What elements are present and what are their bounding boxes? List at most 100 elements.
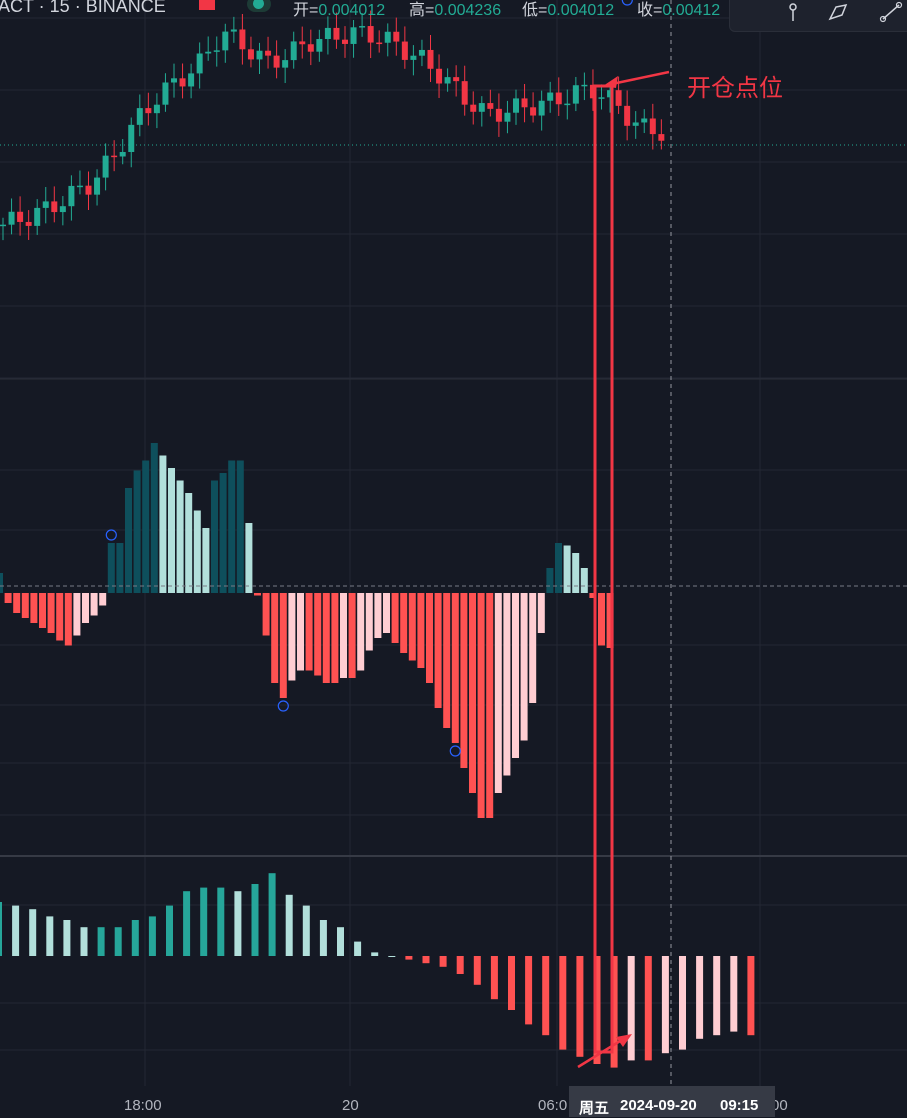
oscillator-bar	[354, 941, 362, 956]
macd-bar	[116, 543, 124, 593]
oscillator-histogram[interactable]	[0, 873, 755, 1068]
macd-bar	[4, 593, 12, 603]
oscillator-bar	[0, 902, 2, 956]
oscillator-bar	[610, 956, 618, 1068]
pin-icon[interactable]	[780, 0, 806, 23]
candle-body	[401, 41, 408, 60]
brush-icon[interactable]	[826, 0, 852, 23]
candle-body	[145, 108, 152, 114]
candle-body	[453, 77, 460, 82]
macd-bar	[331, 593, 339, 683]
macd-bar	[262, 593, 270, 636]
candle-body	[359, 26, 366, 28]
candle-body	[265, 50, 272, 56]
oscillator-bar	[388, 956, 396, 957]
candle-body	[205, 51, 212, 54]
oscillator-bar	[627, 956, 635, 1061]
ohlc-open: 开=0.004012	[293, 2, 386, 19]
oscillator-bar	[679, 956, 686, 1050]
macd-bar	[555, 543, 562, 593]
oscillator-bar	[80, 927, 88, 956]
oscillator-bar	[439, 956, 447, 967]
candle-body	[470, 104, 477, 112]
x-tick-label: 18:00	[124, 1097, 162, 1114]
candle-body	[564, 103, 571, 106]
oscillator-bar	[661, 956, 669, 1054]
symbol-title[interactable]: ACT · 15 · BINANCE	[0, 0, 166, 16]
oscillator-bar	[166, 905, 173, 956]
macd-bar	[365, 593, 373, 651]
candle-body	[624, 105, 631, 126]
macd-bar	[322, 593, 330, 683]
macd-bar	[520, 593, 528, 741]
macd-bar	[159, 455, 167, 593]
oscillator-bar	[696, 956, 704, 1039]
macd-bar	[56, 593, 64, 641]
macd-bar	[340, 593, 347, 678]
annotation-arrow-bottom	[577, 1034, 632, 1069]
candle-body	[85, 185, 92, 195]
oscillator-bar	[456, 956, 464, 974]
candle-body	[299, 41, 306, 45]
macd-bar	[279, 593, 287, 698]
macd-bar	[598, 593, 605, 646]
candle-body	[513, 98, 519, 113]
candle-body	[256, 50, 263, 60]
candle-body	[538, 100, 545, 116]
oscillator-bar	[268, 873, 276, 956]
macd-bar	[150, 443, 158, 593]
macd-bar	[443, 593, 451, 728]
candle-body	[0, 224, 6, 227]
oscillator-bar	[542, 956, 550, 1036]
trend-line-icon[interactable]	[878, 0, 904, 23]
candle-body	[222, 31, 229, 51]
flag-icon[interactable]	[199, 0, 215, 10]
signal-marker	[277, 700, 289, 712]
candle-body	[333, 27, 340, 40]
macd-bar	[0, 573, 3, 593]
signal-marker	[621, 0, 633, 6]
macd-histogram[interactable]	[0, 0, 633, 818]
candle-body	[171, 78, 177, 83]
candle-body	[102, 155, 109, 178]
macd-bar	[314, 593, 322, 676]
highlight-box	[593, 84, 614, 1054]
macd-bar	[417, 593, 425, 668]
candle-body	[34, 207, 41, 226]
oscillator-bar	[234, 891, 242, 956]
candle-body	[547, 92, 554, 101]
macd-bar	[503, 593, 511, 776]
macd-bar	[512, 593, 519, 758]
oscillator-bar	[200, 887, 208, 956]
candle-body	[68, 185, 75, 207]
oscillator-bar	[63, 920, 71, 956]
macd-bar	[133, 470, 141, 593]
annotation-arrow-top	[603, 70, 670, 88]
oscillator-bar	[183, 891, 191, 956]
candle-body	[521, 98, 528, 108]
candle-body	[316, 39, 323, 52]
candle-body	[25, 221, 32, 226]
macd-bar	[82, 593, 89, 623]
candle-body	[461, 81, 468, 105]
oscillator-bar	[559, 956, 567, 1050]
macd-bar	[176, 480, 184, 593]
candle-body	[367, 26, 374, 43]
oscillator-bar	[337, 927, 344, 956]
candle-body	[555, 92, 562, 105]
candle-body	[119, 151, 126, 157]
oscillator-bar	[131, 920, 139, 956]
macd-bar	[434, 593, 442, 708]
signal-marker	[449, 745, 461, 757]
macd-bar	[47, 593, 55, 633]
candle-body	[615, 90, 622, 106]
macd-bar	[142, 460, 150, 593]
macd-bar	[400, 593, 408, 653]
price-candles[interactable]	[0, 10, 665, 241]
candle-body	[478, 103, 485, 112]
macd-bar	[537, 593, 545, 633]
candle-body	[487, 103, 494, 109]
candle-body	[239, 29, 246, 50]
candle-body	[196, 53, 203, 74]
macd-bar	[572, 553, 580, 593]
